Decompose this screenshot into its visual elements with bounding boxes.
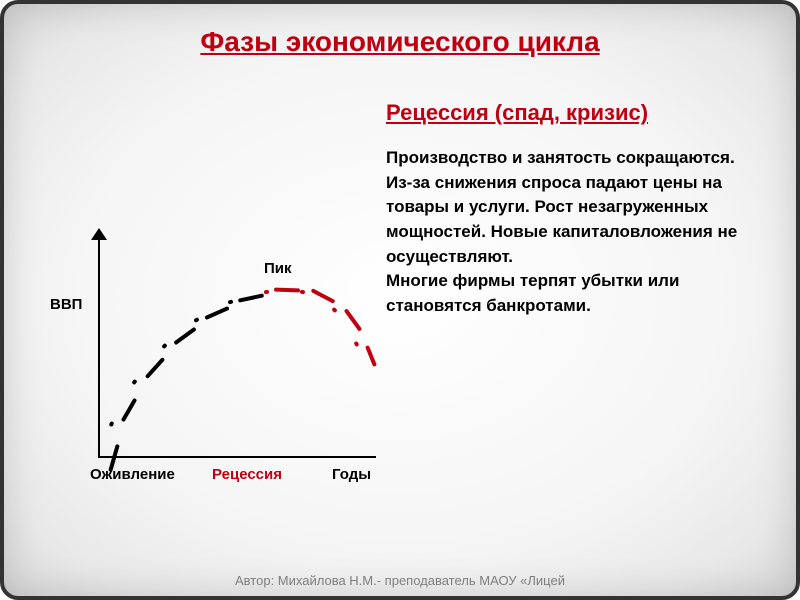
curve-dash-revival [121,398,137,423]
x-axis-label: Годы [332,466,371,483]
revival-label: Оживление [90,466,175,483]
economic-cycle-chart: ВВП Годы Пик Оживление Рецессия [64,224,384,514]
curve-dash-revival [131,379,137,385]
curve-dash-recession [311,288,336,304]
curve-dash-revival [145,357,165,379]
curve-dash-recession [331,307,337,313]
curve-dash-revival [109,421,115,427]
curve-dash-revival [173,327,196,346]
section-subtitle: Рецессия (спад, кризис) [386,100,648,126]
curve-dash-recession [365,345,377,367]
y-axis-label: ВВП [50,296,82,313]
curve-dash-recession [300,289,306,294]
y-axis-arrow-icon [91,228,107,240]
slide-title: Фазы экономического цикла [200,26,599,58]
footer-author: Автор: Михайлова Н.М.- преподаватель МАО… [235,573,565,588]
recession-label: Рецессия [212,466,282,483]
curve-dash-revival [204,306,229,320]
curve-dash-recession [344,308,363,331]
curve-dash-recession [354,341,360,347]
y-axis [98,236,100,456]
x-axis [98,456,376,458]
peak-label: Пик [264,260,292,277]
body-text: Производство и занятость сокращаются. Из… [386,146,738,318]
curve-dash-recession [264,290,269,295]
curve-dash-revival [193,317,199,323]
slide-frame: Фазы экономического цикла Рецессия (спад… [0,0,800,600]
curve-dash-revival [228,299,234,304]
curve-dash-revival [161,343,167,349]
curve-dash-recession [274,288,300,293]
curve-dash-revival [238,293,264,302]
